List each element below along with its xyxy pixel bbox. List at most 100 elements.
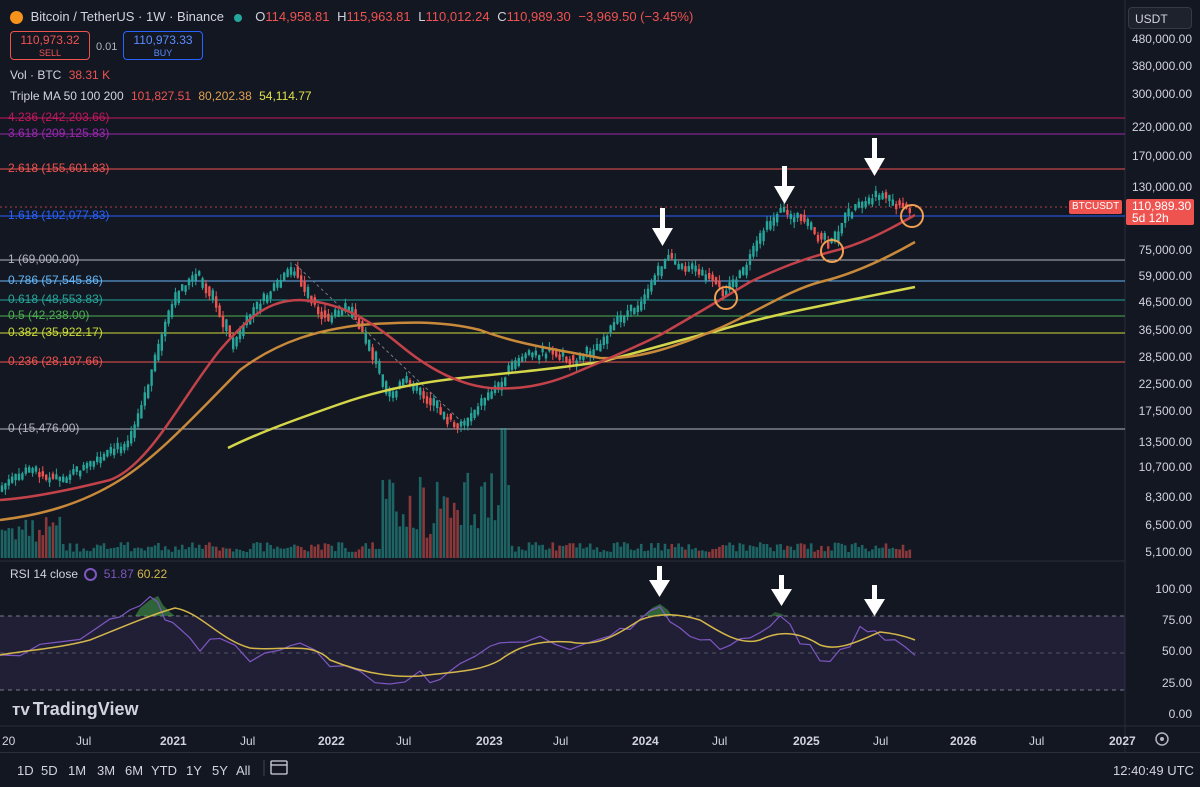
candle-body	[296, 266, 299, 278]
arrow-down-icon	[649, 566, 670, 597]
volume-bar	[282, 548, 286, 558]
candle-body	[745, 264, 748, 276]
timeframe-button[interactable]: All	[236, 763, 251, 778]
price-tick-label: 13,500.00	[1138, 435, 1192, 449]
volume-bar	[663, 543, 667, 558]
volume-bar	[248, 548, 252, 558]
timeframe-button[interactable]: 1Y	[186, 763, 202, 778]
volume-bar	[670, 543, 674, 558]
volume-bar	[616, 542, 619, 558]
symbol-title[interactable]: Bitcoin / TetherUS · 1W · Binance	[30, 9, 225, 24]
candle-body	[266, 295, 269, 303]
candle-body	[17, 473, 21, 481]
timeframe-button[interactable]: 3M	[97, 763, 116, 778]
volume-bar	[626, 543, 629, 558]
timeframe-button[interactable]: 1M	[68, 763, 87, 778]
volume-bar	[439, 508, 442, 558]
candle-body	[810, 222, 813, 230]
timeframe-button[interactable]: 1D	[17, 763, 34, 778]
price-tick-label: 380,000.00	[1131, 59, 1192, 73]
tradingview-logo-icon: ᴛᴠ	[12, 700, 30, 719]
candle-body	[72, 469, 75, 475]
candle-body	[412, 383, 415, 391]
sell-button[interactable]: 110,973.32 SELL	[10, 31, 90, 60]
candle-body	[592, 349, 595, 356]
timeframe-button[interactable]: YTD	[151, 763, 177, 778]
volume-bar	[622, 542, 626, 558]
buy-button[interactable]: 110,973.33 BUY	[123, 31, 203, 60]
volume-bar	[72, 551, 75, 558]
volume-bar	[112, 547, 116, 558]
candle-body	[235, 336, 238, 347]
candle-body	[337, 310, 340, 317]
candle-body	[616, 315, 619, 324]
candle-body	[864, 201, 867, 208]
candle-body	[153, 354, 157, 372]
gear-icon[interactable]	[1155, 732, 1169, 746]
volume-bar	[813, 551, 816, 558]
clock[interactable]: 12:40:49 UTC	[1113, 763, 1194, 778]
candle-body	[629, 304, 633, 312]
volume-bar	[327, 544, 330, 558]
volume-bar	[184, 549, 187, 558]
volume-bar	[554, 550, 558, 558]
volume-bar	[24, 519, 28, 558]
price-tick-label: 220,000.00	[1131, 120, 1192, 134]
rsi-legend[interactable]: RSI 14 close 51.87 60.22	[10, 567, 168, 582]
timeframe-button[interactable]: 6M	[125, 763, 144, 778]
currency-selector[interactable]: USDT	[1128, 7, 1192, 29]
candle-body	[167, 310, 170, 324]
candle-body	[286, 269, 289, 277]
volume-bar	[837, 542, 840, 558]
candle-body	[398, 381, 401, 389]
bitcoin-icon	[10, 11, 23, 25]
candle-body	[558, 354, 561, 360]
volume-bar	[514, 551, 517, 558]
volume-bar	[418, 476, 422, 558]
timeframe-button[interactable]: 5D	[41, 763, 58, 778]
candle-body	[816, 234, 820, 242]
candle-body	[340, 308, 344, 316]
volume-bar	[908, 549, 912, 558]
candle-body	[742, 267, 745, 275]
candle-body	[113, 448, 116, 456]
candle-body	[772, 217, 775, 226]
candle-body	[568, 359, 571, 365]
fib-retracement[interactable]	[0, 117, 1125, 430]
volume-bar	[524, 550, 527, 558]
volume-bar	[204, 544, 208, 558]
time-tick-label: 2025	[793, 734, 820, 748]
volume-bar	[201, 548, 204, 558]
volume-bar	[14, 539, 17, 558]
market-status-icon	[233, 13, 242, 22]
volume-bar	[588, 543, 592, 558]
candle-body	[585, 346, 588, 354]
volume-bar	[568, 543, 572, 558]
volume-bar	[174, 546, 177, 558]
candle-body	[201, 278, 204, 288]
candle-body	[565, 356, 568, 363]
volume-bar	[55, 525, 58, 558]
date-range-icon[interactable]	[263, 760, 288, 776]
price-tick-label: 59,000.00	[1138, 269, 1192, 283]
candle-body	[21, 473, 24, 480]
volume-bar	[619, 546, 623, 558]
ma-legend[interactable]: Triple MA 50 100 200 101,827.51 80,202.3…	[10, 89, 312, 103]
volume-bar	[602, 550, 606, 558]
candle-body	[164, 321, 167, 337]
candle-body	[657, 265, 660, 276]
volume-bar	[41, 535, 45, 558]
price-tick-label: 170,000.00	[1131, 149, 1192, 163]
candle-body	[123, 443, 126, 451]
candle-body	[102, 453, 106, 461]
volume-bars	[0, 428, 912, 558]
volume-bar	[684, 549, 687, 558]
candle-body	[820, 232, 823, 240]
timeframe-button[interactable]: 5Y	[212, 763, 228, 778]
volume-bar	[592, 549, 595, 558]
volume-legend[interactable]: Vol · BTC 38.31 K	[10, 68, 111, 82]
volume-bar	[208, 542, 211, 558]
volume-bar	[177, 549, 181, 558]
candle-body	[497, 382, 500, 390]
